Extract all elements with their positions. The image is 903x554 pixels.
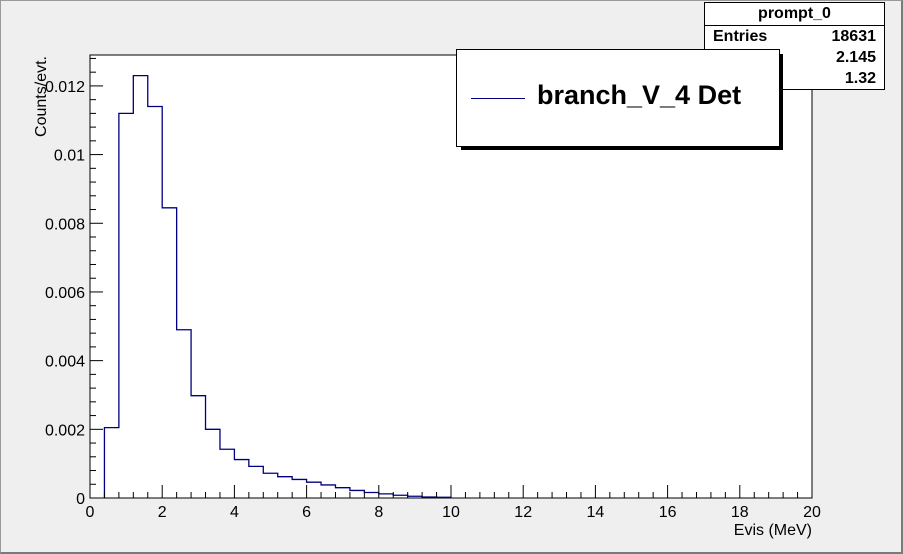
stats-box: prompt_0 Entries 18631 2.145 1.32 <box>704 2 885 90</box>
stats-row: 1.32 <box>705 68 884 89</box>
x-axis-label: Evis (MeV) <box>734 522 812 539</box>
x-tick-label: 18 <box>731 504 749 521</box>
y-tick-label: 0.008 <box>45 216 85 233</box>
legend-line-marker <box>471 98 525 99</box>
legend-swatch <box>467 66 525 132</box>
y-tick-label: 0.006 <box>45 285 85 302</box>
x-tick-label: 6 <box>302 504 311 521</box>
x-tick-label: 8 <box>374 504 383 521</box>
x-tick-label: 2 <box>158 504 167 521</box>
stats-row: 2.145 <box>705 47 884 68</box>
stats-key: Entries <box>713 28 768 45</box>
legend-label: branch_V_4 Det <box>537 80 742 110</box>
x-tick-label: 4 <box>230 504 239 521</box>
y-tick-label: 0.01 <box>54 148 85 165</box>
x-tick-label: 20 <box>803 504 821 521</box>
y-tick-label: 0.004 <box>45 354 85 371</box>
axes: 0 2 4 6 8 10 12 14 16 18 20 0 0.002 0.004 0.006 0.008 0.… <box>45 57 821 521</box>
stats-value: 2.145 <box>835 49 876 66</box>
x-tick-label: 10 <box>442 504 460 521</box>
legend-box: branch_V_4 Det <box>456 49 780 147</box>
y-tick-label: 0.012 <box>45 79 85 96</box>
stats-title: prompt_0 <box>705 3 884 26</box>
stats-value: 18631 <box>831 28 877 45</box>
x-tick-label: 16 <box>659 504 677 521</box>
y-tick-label: 0 <box>76 491 85 508</box>
x-tick-label: 0 <box>86 504 95 521</box>
y-axis-label: Counts/evt. <box>33 56 50 137</box>
stats-value: 1.32 <box>844 70 876 87</box>
x-tick-label: 14 <box>587 504 605 521</box>
y-tick-label: 0.002 <box>45 422 85 439</box>
x-tick-label: 12 <box>514 504 532 521</box>
stats-row: Entries 18631 <box>705 26 884 47</box>
